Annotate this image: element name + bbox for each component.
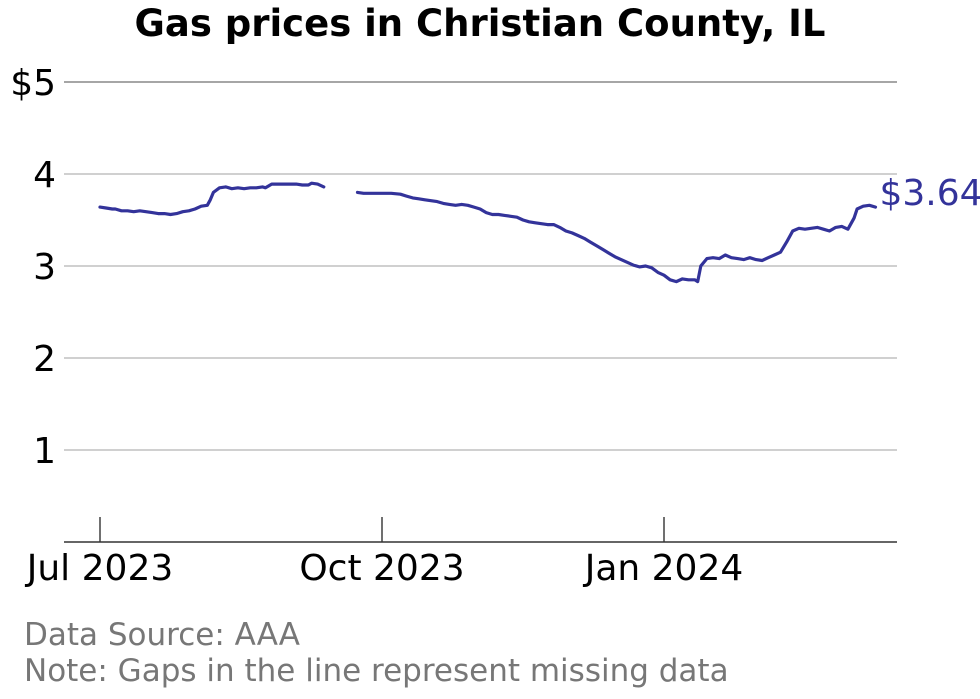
- chart-title: Gas prices in Christian County, IL: [134, 2, 826, 45]
- x-tick-label: Oct 2023: [299, 548, 464, 589]
- end-value-label: $3.64: [880, 173, 980, 214]
- series-line: [98, 181, 878, 284]
- series-segment: [355, 190, 878, 284]
- x-axis-ticks: Jul 2023 Oct 2023 Jan 2024: [25, 517, 744, 589]
- y-tick-label: 2: [33, 339, 56, 380]
- x-tick-label: Jul 2023: [25, 548, 174, 589]
- data-source-note: Data Source: AAA: [24, 617, 300, 653]
- gridlines: [64, 81, 897, 451]
- y-tick-label: 4: [33, 155, 56, 196]
- y-tick-label: 3: [33, 247, 56, 288]
- y-axis-ticks: 1 2 3 4 $5: [10, 63, 56, 472]
- series-segment: [98, 181, 326, 217]
- gaps-note: Note: Gaps in the line represent missing…: [24, 653, 729, 689]
- x-tick-label: Jan 2024: [583, 548, 744, 589]
- y-tick-label: 1: [33, 431, 56, 472]
- y-tick-label: $5: [10, 63, 56, 104]
